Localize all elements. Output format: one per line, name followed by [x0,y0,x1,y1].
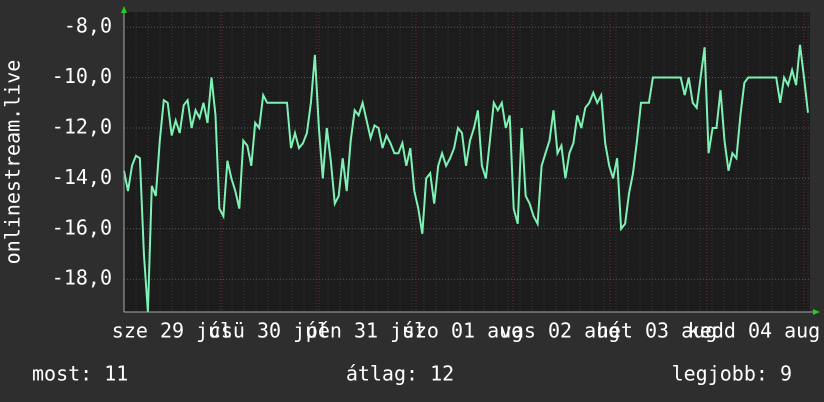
y-tick-label: -12,0 [52,114,112,138]
axis-arrow [813,309,820,315]
x-tick-label: csü 30 júl [209,319,329,343]
footer-stat: legjobb: 9 [672,362,792,386]
footer-stat: átlag: 12 [346,362,454,386]
y-axis-label: onlinestream.live [1,60,25,265]
data-line [123,44,809,313]
y-tick-label: -10,0 [52,64,112,88]
x-tick-label: sze 29 júl [112,319,232,343]
y-tick-label: -18,0 [52,266,112,290]
x-tick-label: kedd 04 aug [688,319,820,343]
x-tick-label: pén 31 júl [306,319,426,343]
y-tick-label: -16,0 [52,215,112,239]
x-tick-label: szo 01 aug [403,319,523,343]
y-tick-label: -8,0 [64,14,112,38]
footer-stat: most: 11 [32,362,128,386]
x-tick-label: hét 03 aug [597,319,717,343]
y-tick-label: -14,0 [52,165,112,189]
axis-arrow [121,6,127,13]
x-tick-label: vas 02 aug [500,319,620,343]
plot [123,12,810,313]
